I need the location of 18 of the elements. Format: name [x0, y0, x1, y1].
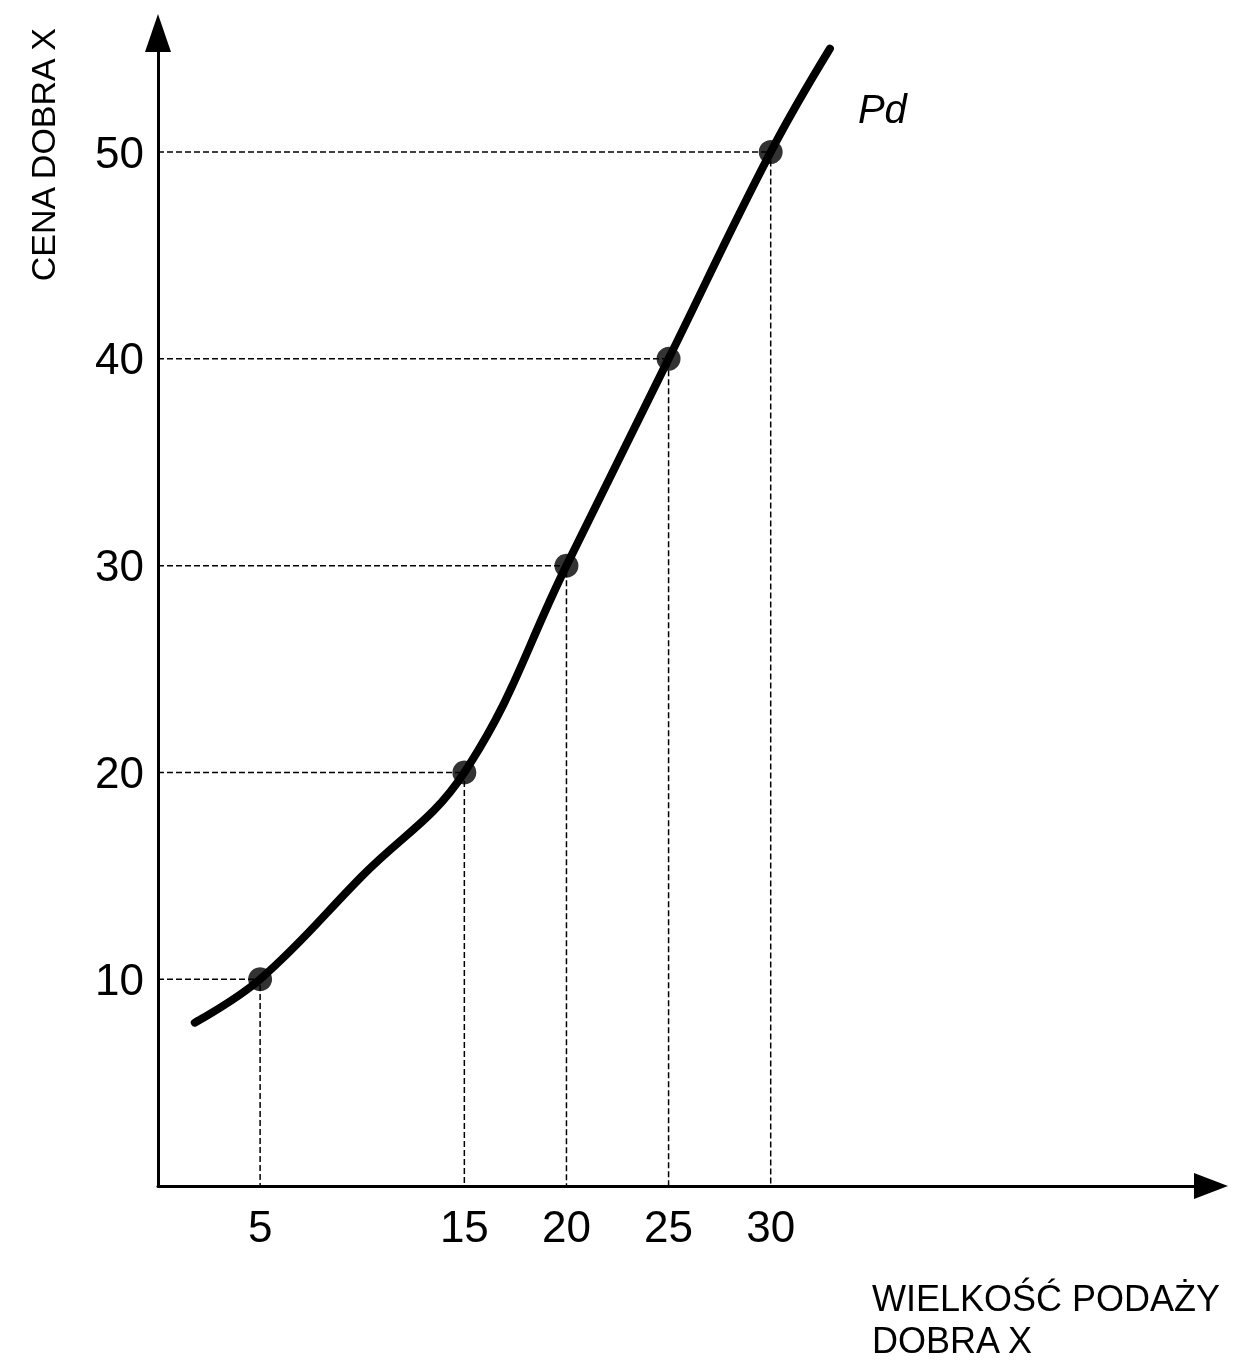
y-tick-label: 40 [95, 334, 144, 384]
x-tick-label: 5 [247, 1201, 273, 1251]
y-tick-label: 10 [95, 954, 144, 1004]
series-label: Pd [857, 86, 909, 131]
x-tick-label: 25 [644, 1201, 694, 1251]
x-axis-title: WIELKOŚĆ PODAŻY DOBRA X [871, 1276, 1221, 1361]
y-tick-label: 30 [95, 541, 144, 591]
y-axis-title: CENA DOBRA X [24, 28, 62, 282]
point [758, 140, 783, 165]
x-tick-label: 20 [541, 1201, 591, 1251]
point [452, 760, 477, 785]
point [248, 967, 273, 992]
y-tick-label: 20 [95, 747, 144, 797]
x-tick-label: 15 [439, 1201, 489, 1251]
y-tick-label: 50 [95, 127, 144, 177]
point [656, 346, 681, 371]
point [554, 553, 579, 578]
x-tick-label: 30 [746, 1201, 796, 1251]
